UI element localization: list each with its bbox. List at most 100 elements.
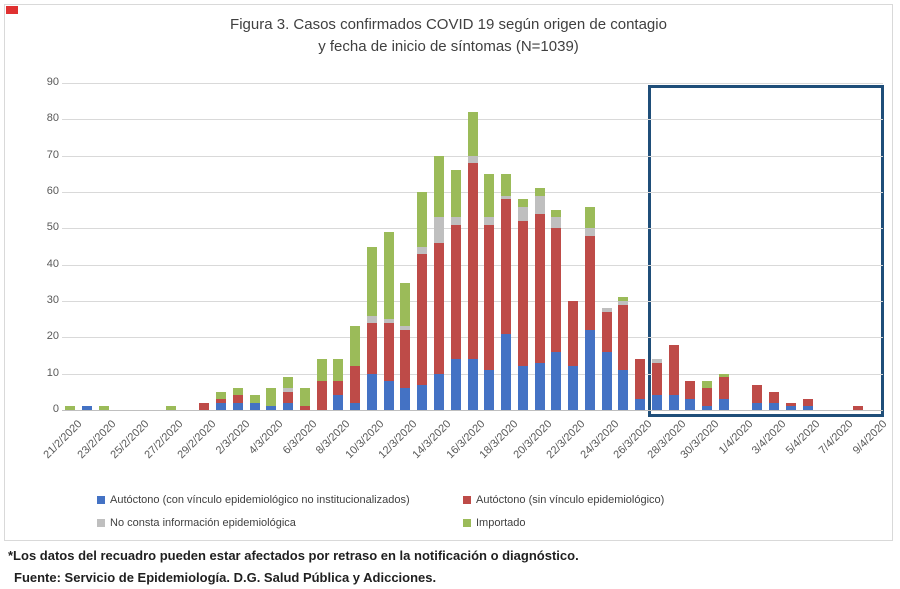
legend-item-autoctono-con-vinculo: Autóctono (con vínculo epidemiológico no… (97, 494, 410, 506)
bar-segment-importado (484, 173, 495, 218)
bar-segment-no-consta (283, 388, 294, 392)
bar-segment-no-consta (501, 195, 511, 200)
bar-segment-autoctono-sin-vinculo (668, 344, 679, 396)
bar-segment-autoctono-sin-vinculo (417, 253, 428, 385)
bar-segment-importado (266, 388, 277, 407)
bar-segment-importado (702, 380, 713, 389)
bar-segment-importado (333, 359, 344, 381)
bar-segment-no-consta (517, 206, 528, 222)
bar-segment-autoctono-con-vinculo (802, 406, 813, 410)
bar-segment-autoctono-sin-vinculo (467, 162, 478, 360)
footnote-fuente: Fuente: Servicio de Epidemiología. D.G. … (14, 570, 437, 585)
bar-segment-no-consta (417, 246, 428, 254)
bar-segment-autoctono-sin-vinculo (333, 380, 344, 396)
legend-label: Importado (476, 517, 526, 529)
legend-swatch-red (463, 496, 471, 504)
y-axis-tick-label: 0 (52, 403, 59, 415)
bar-segment-autoctono-con-vinculo (668, 395, 679, 410)
highlight-box (648, 85, 884, 417)
bar-segment-autoctono-con-vinculo (417, 384, 428, 410)
legend-label: No consta información epidemiológica (110, 517, 296, 529)
bar-segment-autoctono-con-vinculo (618, 370, 629, 410)
bar-segment-importado (718, 373, 729, 378)
bar-segment-importado (433, 155, 444, 218)
bar-segment-no-consta (450, 217, 461, 225)
bar-segment-autoctono-con-vinculo (433, 373, 444, 410)
bar-segment-autoctono-con-vinculo (517, 366, 528, 410)
bar-segment-no-consta (618, 301, 629, 305)
bar-segment-no-consta (584, 228, 595, 236)
bar-segment-autoctono-con-vinculo (551, 351, 562, 410)
bar-segment-importado (232, 388, 243, 396)
bar-segment-autoctono-sin-vinculo (316, 380, 327, 410)
bar-segment-importado (65, 406, 76, 410)
bar-segment-autoctono-sin-vinculo (584, 235, 595, 331)
y-axis-tick-label: 60 (46, 185, 59, 197)
bar-segment-autoctono-sin-vinculo (199, 402, 210, 410)
bar-segment-autoctono-sin-vinculo (635, 359, 646, 400)
y-axis-tick-label: 40 (46, 257, 59, 270)
bar-segment-no-consta (400, 326, 411, 331)
bar-segment-no-consta (551, 217, 562, 229)
bar-segment-autoctono-sin-vinculo (433, 242, 444, 374)
bar-segment-autoctono-con-vinculo (484, 370, 495, 410)
chart-title-line-1: Figura 3. Casos confirmados COVID 19 seg… (230, 16, 667, 33)
bar-segment-autoctono-con-vinculo (568, 366, 579, 410)
bar-segment-autoctono-sin-vinculo (769, 391, 780, 403)
bar-segment-importado (98, 406, 109, 410)
bar-segment-autoctono-con-vinculo (635, 399, 646, 410)
bar-segment-no-consta (601, 308, 612, 312)
legend-label: Autóctono (sin vínculo epidemiológico) (476, 494, 665, 506)
bar-segment-importado (450, 170, 461, 218)
bar-segment-importado (283, 377, 294, 389)
bar-segment-importado (165, 406, 176, 410)
legend-item-importado: Importado (463, 517, 526, 529)
bar-segment-autoctono-sin-vinculo (618, 304, 629, 371)
bar-segment-importado (467, 112, 478, 156)
bar-segment-autoctono-con-vinculo (718, 399, 729, 410)
bar-segment-no-consta (383, 319, 394, 323)
bar-segment-autoctono-con-vinculo (82, 406, 93, 410)
bar-segment-importado (584, 206, 595, 229)
bar-segment-autoctono-sin-vinculo (283, 391, 294, 403)
legend-swatch-gray (97, 519, 105, 527)
bar-segment-autoctono-sin-vinculo (568, 301, 579, 367)
bar-segment-autoctono-con-vinculo (266, 406, 277, 410)
bar-segment-autoctono-sin-vinculo (718, 377, 729, 400)
bar-segment-autoctono-con-vinculo (785, 406, 796, 410)
bar-segment-importado (417, 192, 428, 247)
bar-segment-importado (517, 199, 528, 207)
legend-label: Autóctono (con vínculo epidemiológico no… (110, 494, 410, 506)
bar-segment-autoctono-sin-vinculo (517, 221, 528, 367)
bar-segment-autoctono-con-vinculo (752, 402, 763, 410)
y-axis-tick-label: 30 (46, 294, 59, 306)
bar-segment-autoctono-sin-vinculo (366, 322, 377, 374)
bar-segment-autoctono-sin-vinculo (601, 311, 612, 352)
bar-segment-autoctono-sin-vinculo (651, 362, 662, 396)
bar-segment-autoctono-sin-vinculo (551, 228, 562, 352)
bar-segment-autoctono-sin-vinculo (802, 399, 813, 407)
bar-segment-autoctono-con-vinculo (702, 406, 713, 410)
bar-segment-autoctono-sin-vinculo (350, 366, 361, 403)
chart-title-line-2: y fecha de inicio de síntomas (N=1039) (318, 38, 579, 55)
y-axis-tick-label: 20 (46, 330, 59, 343)
bar-segment-importado (383, 231, 394, 320)
bar-segment-autoctono-sin-vinculo (785, 402, 796, 407)
bar-segment-autoctono-con-vinculo (651, 395, 662, 410)
bar-segment-importado (366, 246, 377, 316)
bar-segment-no-consta (484, 217, 495, 225)
red-corner-mark (6, 6, 18, 14)
y-axis-tick-label: 10 (46, 366, 59, 379)
y-axis-tick-label: 80 (46, 112, 59, 125)
bar-segment-no-consta (651, 359, 662, 363)
bar-segment-autoctono-sin-vinculo (299, 406, 310, 410)
bar-segment-autoctono-con-vinculo (769, 402, 780, 410)
y-axis-tick-label: 90 (46, 76, 59, 88)
bar-segment-importado (400, 282, 411, 327)
bar-segment-autoctono-con-vinculo (383, 380, 394, 410)
bar-segment-importado (249, 395, 260, 403)
bar-segment-autoctono-con-vinculo (685, 399, 696, 410)
bar-segment-autoctono-sin-vinculo (852, 406, 863, 410)
bar-segment-autoctono-con-vinculo (232, 402, 243, 410)
